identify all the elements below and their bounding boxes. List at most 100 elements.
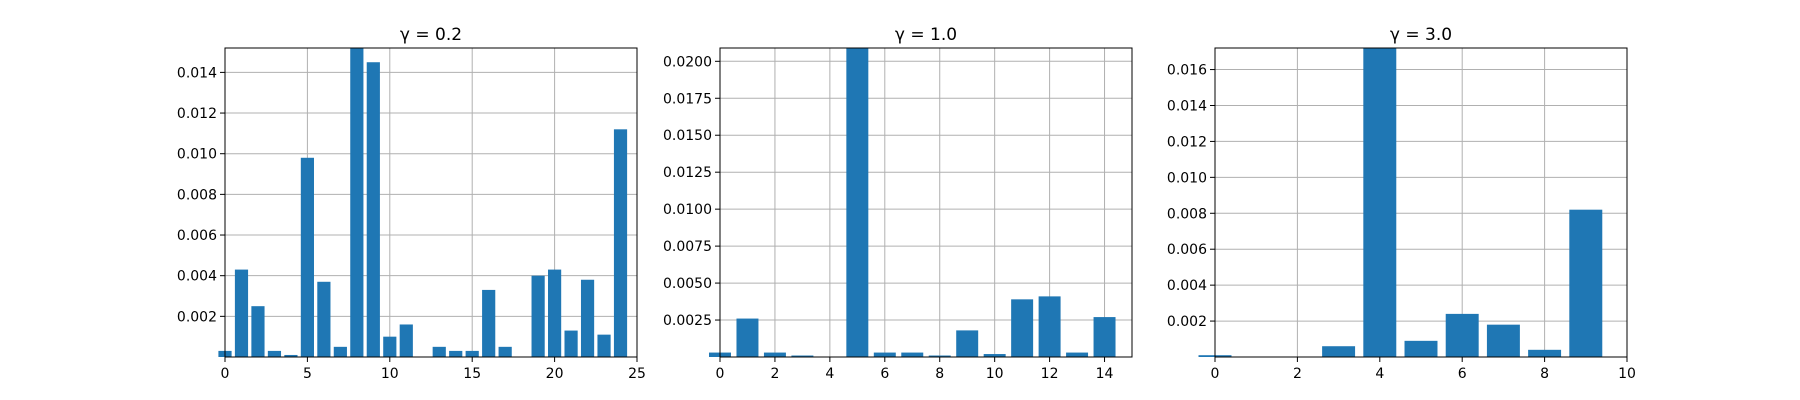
x-tick-label: 14 [1096,366,1114,382]
x-tick-label: 0 [1211,366,1220,382]
y-tick-label: 0.014 [177,65,217,81]
bar [928,355,951,357]
x-tick-label: 2 [1293,366,1302,382]
bar [1486,324,1520,357]
y-tick-label: 0.016 [1167,63,1207,79]
bar [399,324,413,357]
panel-gamma-1.0: γ = 1.0 0 2 4 6 8 10 12 14 0.0025 0.0050 0.0075 0.0… [663,25,1133,382]
bar [1363,48,1397,357]
grid [224,48,638,357]
bar [366,62,380,358]
bar [763,352,786,357]
bar [846,48,869,357]
bar [597,334,611,357]
y-tick-label: 0.006 [177,228,217,244]
bar [350,48,364,357]
bar [1038,296,1061,357]
x-tick-label: 2 [770,366,779,382]
x-tick-label: 6 [1458,366,1467,382]
bar [333,346,347,357]
grid [719,48,1132,357]
panel-title: γ = 3.0 [1390,25,1452,45]
bars [218,48,628,358]
x-tick-label: 4 [1375,366,1384,382]
bar [234,269,249,357]
y-tick-label: 0.0025 [663,313,712,329]
x-tick-label: 5 [303,366,312,382]
y-tick-label: 0.0150 [663,128,712,144]
bar [531,275,545,357]
grid [1214,48,1628,357]
bar [1445,313,1479,357]
bar [300,157,314,357]
bar [482,289,496,357]
x-tick-label: 10 [986,366,1004,382]
y-tick-label: 0.008 [177,187,217,203]
y-tick-label: 0.0200 [663,54,712,70]
x-tick-label: 8 [935,366,944,382]
bar [1011,299,1034,357]
bar [284,354,298,357]
panel-title: γ = 1.0 [895,25,957,45]
bar [449,350,463,357]
panel-gamma-3.0: γ = 3.0 0 2 4 6 8 10 0.002 0.004 0.006 0.008 0.010… [1167,25,1636,382]
bar [580,279,595,357]
x-tick-label: 0 [716,366,725,382]
y-tick-label: 0.0050 [663,276,712,292]
x-tick-label: 10 [1618,366,1636,382]
bars [1198,48,1603,357]
bar [564,330,578,357]
y-tick-label: 0.010 [177,147,217,163]
bar [317,281,331,357]
x-tick-label: 15 [463,366,481,382]
y-tick-label: 0.006 [1167,242,1207,258]
y-tick-label: 0.0100 [663,202,712,218]
bars [709,48,1116,357]
bar [1569,209,1603,357]
y-tick-label: 0.012 [177,106,217,122]
bar [1093,317,1116,357]
y-tick-label: 0.010 [1167,170,1207,186]
bar [1066,352,1089,357]
bar [267,350,282,357]
bar [791,355,814,357]
axes-frame [719,47,1133,358]
y-tick-label: 0.002 [1167,314,1207,330]
y-tick-label: 0.008 [1167,206,1207,222]
x-tick-label: 10 [381,366,399,382]
bar [1404,340,1438,357]
x-tick-label: 20 [546,366,564,382]
y-tick-label: 0.014 [1167,98,1207,114]
bar [983,354,1006,357]
x-tick-label: 4 [825,366,834,382]
y-tick-label: 0.0175 [663,91,712,107]
y-tick-label: 0.0125 [663,165,712,181]
bar [956,330,979,357]
bar [873,352,896,357]
y-tick-label: 0.012 [1167,134,1207,150]
y-tick-label: 0.004 [1167,278,1207,294]
bar [498,346,512,357]
bar [383,336,397,357]
y-tick-label: 0.004 [177,269,217,285]
bar [1528,349,1562,357]
bar [901,352,924,357]
x-tick-label: 12 [1041,366,1059,382]
bar [548,269,562,357]
bar [432,346,446,357]
axes-frame [1214,47,1628,358]
bar [736,318,759,357]
x-tick-label: 6 [880,366,889,382]
y-tick-label: 0.0075 [663,239,712,255]
x-tick-label: 8 [1540,366,1549,382]
axes-frame [224,47,638,358]
panel-gamma-0.2: γ = 0.2 0 5 10 15 20 25 0.002 0.004 0.006 0.008 0.… [177,25,646,382]
y-tick-label: 0.002 [177,309,217,325]
bar [465,350,479,357]
x-tick-label: 25 [628,366,646,382]
bar [613,129,628,357]
bar [251,306,265,357]
bar [1322,346,1356,357]
panel-title: γ = 0.2 [400,25,462,45]
